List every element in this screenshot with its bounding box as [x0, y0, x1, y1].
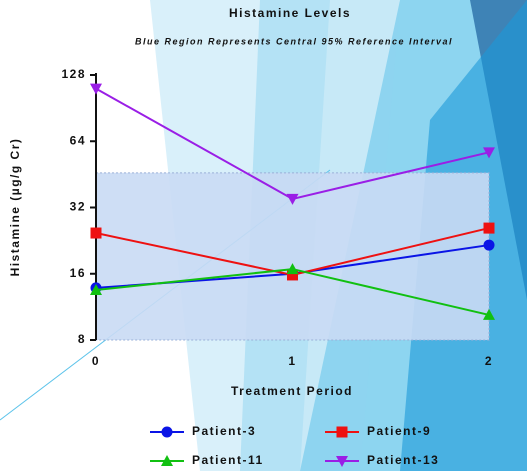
legend-marker [336, 456, 348, 467]
chart-subtitle: Blue Region Represents Central 95% Refer… [135, 36, 453, 46]
series [90, 263, 495, 320]
legend-label: Patient-9 [367, 424, 431, 438]
series [90, 83, 495, 205]
point [483, 308, 495, 320]
y-axis-label: Histamine (µg/g Cr) [8, 138, 22, 277]
y-tick-label: 128 [61, 67, 86, 81]
x-axis-label: Treatment Period [231, 384, 353, 398]
point [90, 283, 102, 295]
point [286, 193, 299, 205]
series [90, 222, 495, 281]
chart-title: Histamine Levels [229, 6, 351, 20]
point [483, 222, 495, 234]
legend-marker [161, 426, 173, 438]
point [483, 239, 495, 251]
x-tick-label: 0 [92, 354, 100, 368]
x-tick-label: 1 [288, 354, 296, 368]
x-tick-label: 2 [485, 354, 493, 368]
legend-marker [161, 455, 173, 466]
y-tick-label: 16 [70, 266, 86, 280]
point [287, 269, 298, 281]
point [483, 147, 495, 159]
y-tick-label: 64 [70, 133, 86, 147]
y-tick-label: 32 [70, 200, 86, 214]
point [90, 227, 102, 239]
legend-label: Patient-13 [367, 453, 439, 467]
legend-marker [336, 426, 348, 438]
point [286, 263, 299, 275]
legend-label: Patient-3 [192, 424, 256, 438]
legend-label: Patient-11 [192, 453, 264, 467]
y-tick-label: 8 [78, 332, 86, 346]
point [90, 83, 102, 95]
